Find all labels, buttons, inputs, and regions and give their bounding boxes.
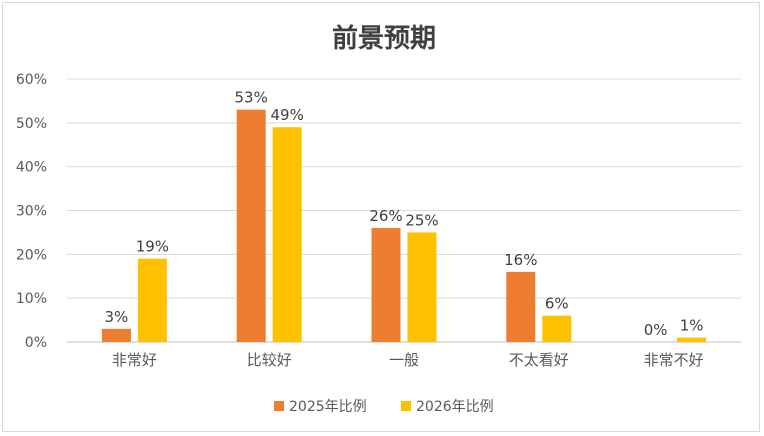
x-category-label: 一般 bbox=[389, 351, 419, 369]
bars bbox=[101, 109, 707, 342]
chart-title: 前景预期 bbox=[332, 23, 436, 54]
data-labels: 3% 19% 53%49% 26% 25% 16% 6% 0% 1% bbox=[105, 89, 704, 339]
x-category-label: 非常不好 bbox=[644, 351, 704, 369]
data-label: 6% bbox=[545, 295, 569, 313]
bar bbox=[506, 271, 536, 342]
bar bbox=[236, 109, 266, 342]
data-label: 53% bbox=[235, 89, 268, 107]
bar bbox=[542, 315, 572, 342]
gridlines bbox=[67, 78, 741, 343]
bar bbox=[407, 232, 437, 342]
data-label: 1% bbox=[680, 317, 704, 335]
bar bbox=[272, 127, 302, 342]
data-label: 19% bbox=[136, 238, 169, 256]
data-label: 16% bbox=[504, 251, 537, 269]
y-tick-label: 30% bbox=[16, 204, 47, 220]
y-tick-label: 20% bbox=[16, 247, 47, 263]
chart-svg: 前景预期 0% 10% 20% 30% 40% 50% 60% 3% 19% 53%49% 26%… bbox=[16, 23, 741, 415]
bar bbox=[101, 328, 131, 342]
bar bbox=[371, 228, 401, 342]
x-category-label: 不太看好 bbox=[509, 351, 569, 369]
y-tick-label: 60% bbox=[16, 72, 47, 88]
data-label: 0% bbox=[644, 321, 668, 339]
x-category-label: 非常好 bbox=[112, 351, 157, 369]
y-tick-label: 10% bbox=[16, 291, 47, 307]
y-axis-ticks: 0% 10% 20% 30% 40% 50% 60% bbox=[16, 72, 47, 351]
data-label: 26% bbox=[369, 207, 402, 225]
y-tick-label: 40% bbox=[16, 160, 47, 176]
chart-area: 前景预期 0% 10% 20% 30% 40% 50% 60% 3% 19% 53% 49% 26%… bbox=[2, 2, 760, 432]
data-label: 49% bbox=[271, 106, 304, 124]
legend-swatch bbox=[401, 401, 411, 411]
data-label: 25% bbox=[405, 211, 438, 229]
x-category-label: 比较好 bbox=[247, 351, 292, 369]
legend: 2025年比例 2026年比例 bbox=[274, 399, 494, 415]
y-tick-label: 0% bbox=[25, 335, 47, 351]
legend-swatch bbox=[274, 401, 284, 411]
x-axis-categories: 非常好 比较好 一般 不太看好 非常不好 bbox=[112, 351, 704, 369]
bar bbox=[677, 337, 707, 342]
bar bbox=[137, 258, 167, 342]
y-tick-label: 50% bbox=[16, 116, 47, 132]
data-label: 3% bbox=[105, 308, 129, 326]
legend-label: 2026年比例 bbox=[416, 399, 494, 415]
legend-label: 2025年比例 bbox=[289, 399, 367, 415]
